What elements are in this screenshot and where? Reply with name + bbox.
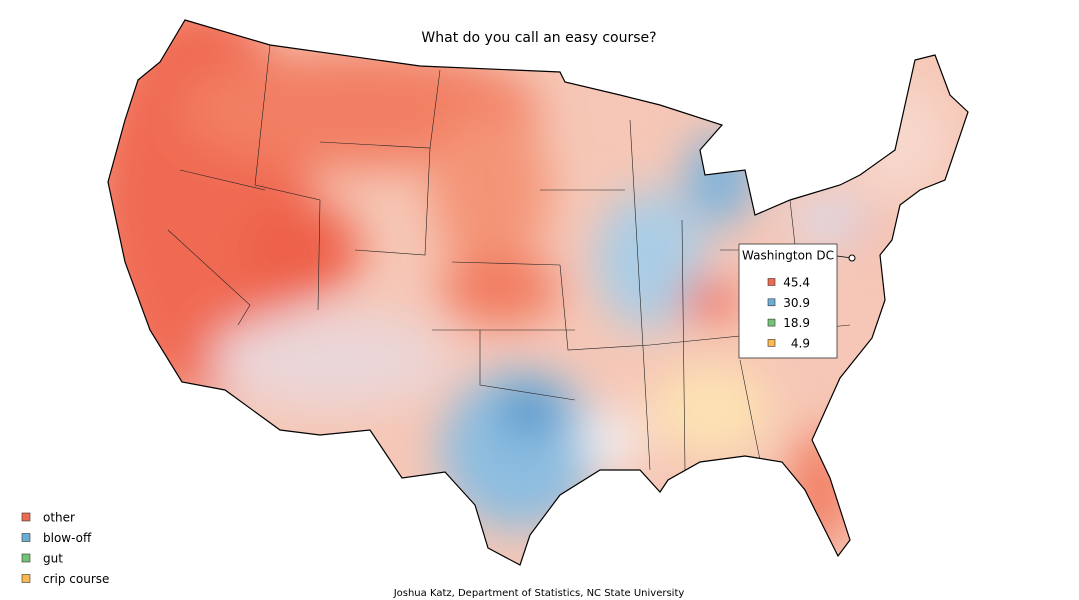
legend-swatch — [21, 533, 31, 542]
credit: Joshua Katz, Department of Statistics, N… — [393, 588, 685, 599]
legend-label: gut — [43, 552, 63, 566]
tooltip-value: 45.4 — [783, 276, 810, 290]
map-title: What do you call an easy course? — [421, 30, 656, 46]
legend-label: crip course — [43, 572, 109, 586]
legend: other blow-off gut crip course — [21, 511, 109, 586]
tooltip-swatch — [767, 298, 776, 307]
legend-swatch — [21, 512, 31, 522]
tooltip-swatch — [767, 278, 776, 286]
tooltip-swatch — [767, 318, 776, 327]
tooltip-location: Washington DC — [742, 249, 834, 263]
tooltip-value: 4.9 — [791, 336, 810, 350]
legend-label: other — [43, 511, 75, 525]
tooltip: Washington DC 45.4 30.9 18.9 4.9 — [738, 243, 838, 359]
legend-label: blow-off — [43, 531, 92, 545]
legend-swatch — [21, 553, 31, 563]
tooltip-value: 30.9 — [783, 296, 810, 310]
tooltip-marker — [848, 254, 856, 262]
tooltip-box — [738, 243, 838, 359]
tooltip-value: 18.9 — [783, 316, 810, 330]
tooltip-swatch — [767, 339, 776, 347]
legend-swatch — [21, 574, 31, 583]
